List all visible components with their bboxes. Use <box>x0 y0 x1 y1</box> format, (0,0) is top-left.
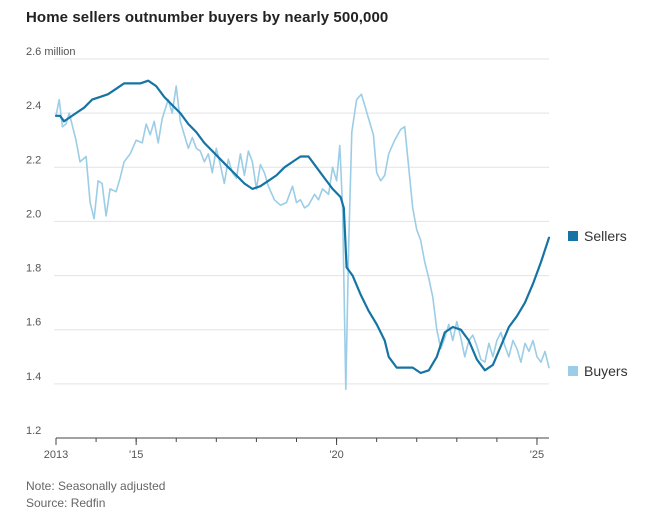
series-layer <box>54 79 551 391</box>
note-text: Note: Seasonally adjusted <box>26 479 166 493</box>
grid-layer <box>54 58 549 385</box>
y-tick-label: 2.4 <box>26 100 41 112</box>
y-tick-label: 1.2 <box>26 425 41 437</box>
y-tick-label: 2.0 <box>26 208 41 220</box>
y-tick-label: 2.6 million <box>26 46 76 58</box>
y-tick-label: 2.2 <box>26 154 41 166</box>
x-tick-label: '20 <box>329 449 343 461</box>
source-text: Source: Redfin <box>26 496 106 510</box>
legend-label-buyers: Buyers <box>584 363 628 379</box>
series-line-buyers <box>55 85 550 391</box>
legend-layer: Sellers Buyers <box>568 228 628 379</box>
x-tick-label: '15 <box>129 449 143 461</box>
y-tick-label: 1.6 <box>26 317 41 329</box>
series-line-sellers <box>54 79 551 375</box>
chart-notes: Note: Seasonally adjusted Source: Redfin <box>26 478 165 512</box>
x-tick-label: 2013 <box>44 449 68 461</box>
legend-swatch-sellers <box>568 231 578 241</box>
legend-swatch-buyers <box>568 366 578 376</box>
x-tick-label: '25 <box>530 449 544 461</box>
y-tick-label: 1.8 <box>26 263 41 275</box>
legend-label-sellers: Sellers <box>584 228 627 244</box>
chart-title: Home sellers outnumber buyers by nearly … <box>26 9 389 26</box>
y-tick-label: 1.4 <box>26 371 41 383</box>
